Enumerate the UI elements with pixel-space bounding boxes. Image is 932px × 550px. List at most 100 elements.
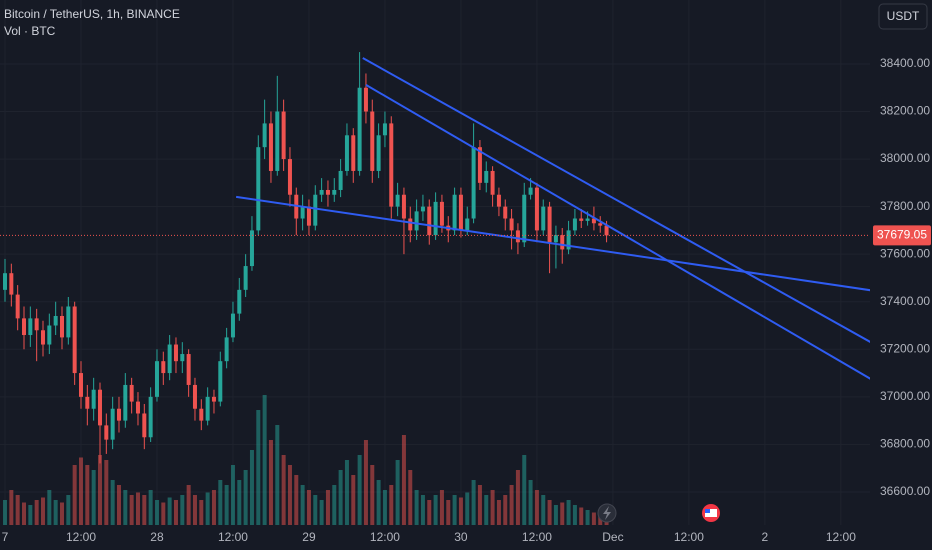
candle-body: [395, 194, 400, 207]
volume-bar: [465, 492, 470, 525]
candle-body: [604, 225, 609, 236]
volume-bar: [97, 455, 102, 525]
candle-body: [528, 187, 533, 195]
candle-body: [515, 230, 520, 243]
candle-body: [401, 194, 406, 219]
y-tick-label: 36600.00: [880, 484, 930, 498]
volume-bar: [376, 480, 381, 525]
volume-bar: [332, 485, 337, 525]
candle-body: [154, 361, 159, 397]
volume-bar: [414, 490, 419, 525]
volume-bar: [173, 500, 178, 525]
candle-body: [97, 389, 102, 426]
candle-body: [591, 218, 596, 224]
candle-body: [382, 123, 387, 136]
volume-bar: [116, 485, 121, 525]
volume-bar: [91, 470, 96, 525]
candle-body: [509, 218, 514, 231]
candle-body: [408, 218, 413, 231]
candle-body: [420, 206, 425, 212]
candle-body: [433, 201, 438, 236]
volume-bar: [104, 460, 109, 525]
candle-body: [180, 354, 185, 362]
volume-bar: [110, 480, 115, 525]
candle-body: [34, 318, 39, 331]
event-icon[interactable]: [597, 503, 617, 523]
volume-bar: [572, 505, 577, 525]
volume-bar: [357, 455, 362, 525]
volume-bar: [363, 440, 368, 525]
candle-body: [389, 123, 394, 207]
candle-body: [496, 194, 501, 207]
volume-bar: [15, 495, 20, 525]
volume-bar: [560, 502, 565, 525]
candle-body: [363, 87, 368, 112]
candle-body: [9, 273, 14, 295]
candle-body: [59, 315, 64, 338]
volume-bar: [218, 480, 223, 525]
volume-bar: [579, 507, 584, 525]
volume-bar: [135, 492, 140, 525]
volume-bar: [85, 465, 90, 525]
volume-bar: [275, 425, 280, 525]
candle-body: [287, 159, 292, 195]
volume-bar: [547, 500, 552, 525]
candle-body: [21, 318, 26, 336]
volume-bar: [59, 502, 64, 525]
candle-body: [357, 87, 362, 171]
volume-bar: [325, 490, 330, 525]
candle-body: [439, 201, 444, 226]
x-tick-label: 12:00: [826, 530, 856, 544]
volume-bar: [237, 480, 242, 525]
candle-body: [104, 425, 109, 440]
volume-bar: [344, 460, 349, 525]
currency-button[interactable]: [878, 3, 928, 30]
candle-body: [452, 194, 457, 231]
candle-body: [135, 401, 140, 414]
flag-icon[interactable]: [702, 504, 720, 522]
x-tick-label: 28: [150, 530, 164, 544]
volume-bar: [395, 460, 400, 525]
volume-bar: [541, 495, 546, 525]
currency-label[interactable]: USDT: [887, 9, 920, 23]
volume-bar: [427, 500, 432, 525]
last-price-box: [873, 225, 931, 246]
candle-body: [414, 211, 419, 231]
last-price-label: 37679.05: [877, 228, 927, 242]
candle-body: [325, 189, 330, 195]
candle-body: [566, 230, 571, 250]
trendline-layer: [235, 57, 870, 380]
volume-bar: [522, 455, 527, 525]
volume-bar: [9, 490, 14, 525]
candle-body: [116, 408, 121, 421]
volume-bar: [287, 465, 292, 525]
volume-bar: [66, 495, 71, 525]
candle-body: [211, 396, 216, 402]
candle-body: [553, 235, 558, 243]
volume-bar: [420, 495, 425, 525]
volume-bar: [503, 495, 508, 525]
candle-body: [585, 218, 590, 221]
volume-bar: [313, 495, 318, 525]
volume-bar: [129, 495, 134, 525]
x-tick-label: 12:00: [218, 530, 248, 544]
volume-bar: [370, 465, 375, 525]
volume-bar: [433, 495, 438, 525]
volume-bar: [382, 490, 387, 525]
candle-body: [218, 361, 223, 402]
volume-bar: [515, 470, 520, 525]
candle-body: [237, 289, 242, 314]
volume-bar: [401, 435, 406, 525]
candle-body: [572, 218, 577, 231]
candle-body: [173, 344, 178, 362]
volume-bar: [490, 490, 495, 525]
candle-body: [598, 223, 603, 226]
candle-body: [300, 206, 305, 219]
candle-body: [268, 123, 273, 171]
volume-bar: [294, 475, 299, 525]
y-tick-label: 38400.00: [880, 56, 930, 70]
volume-bar: [319, 500, 324, 525]
x-tick-label: Dec: [602, 530, 623, 544]
